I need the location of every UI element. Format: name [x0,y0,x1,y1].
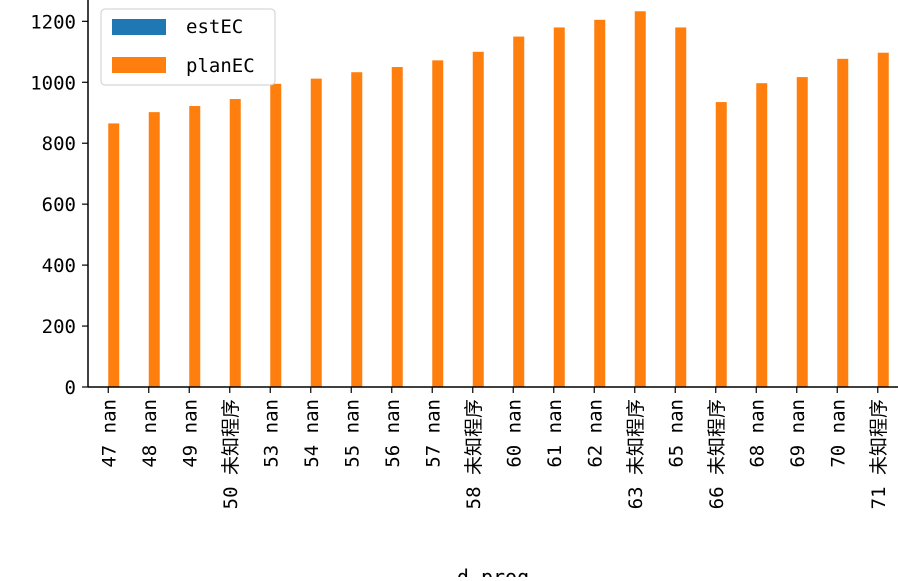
bars-layer [108,11,889,388]
legend-label-estEC: estEC [186,16,243,38]
y-tick-label: 800 [42,133,76,155]
x-tick-label: 54 nan [301,399,323,468]
bar-planEC-1 [148,112,160,387]
x-tick-label: 63 未知程序 [625,399,647,509]
x-tick-label: 62 nan [584,399,606,468]
x-tick-label: 61 nan [544,399,566,468]
bar-planEC-17 [796,77,808,387]
x-tick-label: 55 nan [341,399,363,468]
bar-planEC-7 [391,67,403,387]
bar-planEC-0 [108,123,120,387]
bar-planEC-16 [756,83,768,388]
y-tick-label: 200 [42,316,76,338]
bar-planEC-9 [472,51,484,387]
y-tick-label: 1000 [30,72,76,94]
x-tick-label: 66 未知程序 [706,399,728,509]
axes-layer [87,0,898,388]
bar-planEC-15 [715,102,727,388]
legend-swatch-estEC [112,19,166,35]
x-tick-label: 47 nan [98,399,120,468]
x-tick-label: 60 nan [503,399,525,468]
y-tick-label: 600 [42,194,76,216]
bar-planEC-6 [351,72,363,387]
y-ticks: 0 200 400 600 800 1000 1200 [30,11,88,399]
bar-planEC-8 [432,60,444,387]
x-tick-label: 57 nan [422,399,444,468]
bar-planEC-12 [594,19,606,387]
x-tick-label: 71 未知程序 [868,399,890,509]
x-tick-label: 50 未知程序 [220,399,242,509]
bar-planEC-5 [310,78,322,387]
bar-planEC-18 [837,58,849,388]
x-tick-label: 56 nan [382,399,404,468]
bar-planEC-10 [513,36,525,388]
legend-swatch-planEC [112,57,166,73]
bar-planEC-3 [229,99,241,387]
bar-planEC-4 [270,83,282,388]
x-tick-label: 49 nan [179,399,201,468]
x-tick-label: 48 nan [139,399,161,468]
y-tick-label: 1200 [30,11,76,33]
y-tick-label: 400 [42,255,76,277]
x-tick-label: 68 nan [746,399,768,468]
x-tick-label: 58 未知程序 [463,399,485,509]
bar-planEC-13 [634,11,646,387]
bar-planEC-2 [189,106,201,387]
legend: estEC planEC [100,8,276,86]
x-tick-label: 70 nan [827,399,849,468]
legend-label-planEC: planEC [186,55,255,77]
x-tick-label: 65 nan [665,399,687,468]
bar-planEC-14 [675,27,687,387]
x-tick-label: 53 nan [260,399,282,468]
x-tick-label: 69 nan [787,399,809,468]
bar-planEC-11 [553,27,565,387]
x-ticks: 47 nan 48 nan 49 nan 50 未知程序 53 nan 54 nan 55 … [98,387,890,509]
x-axis-label: d_prog [457,565,529,577]
bar-planEC-19 [877,52,889,388]
y-tick-label: 0 [65,377,76,399]
